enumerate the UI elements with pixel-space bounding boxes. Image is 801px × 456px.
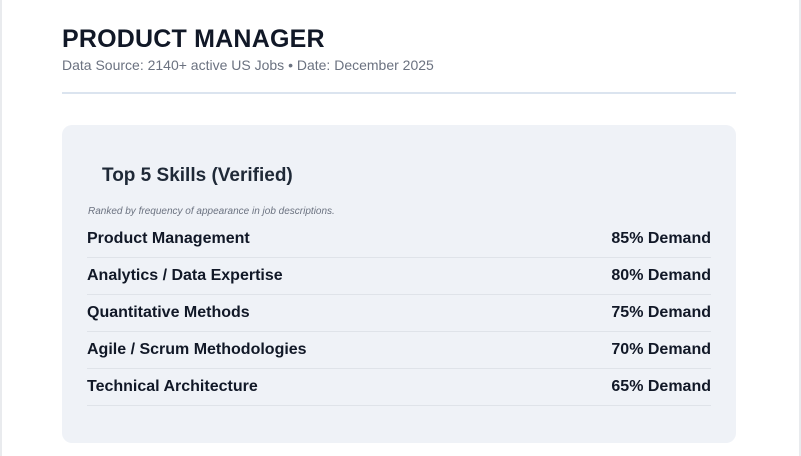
skills-card: Top 5 Skills (Verified) Ranked by freque… bbox=[62, 125, 736, 443]
skill-row: Technical Architecture 65% Demand bbox=[87, 369, 711, 406]
skill-name: Product Management bbox=[87, 230, 250, 247]
skills-list: Product Management 85% Demand Analytics … bbox=[87, 221, 711, 406]
header-divider bbox=[62, 92, 736, 94]
skill-row: Agile / Scrum Methodologies 70% Demand bbox=[87, 332, 711, 369]
skill-name: Agile / Scrum Methodologies bbox=[87, 341, 307, 358]
skill-row: Quantitative Methods 75% Demand bbox=[87, 295, 711, 332]
page-title: PRODUCT MANAGER bbox=[62, 25, 325, 53]
skill-row: Product Management 85% Demand bbox=[87, 221, 711, 258]
skill-demand: 70% Demand bbox=[611, 341, 711, 358]
skill-name: Technical Architecture bbox=[87, 378, 258, 395]
skills-card-note: Ranked by frequency of appearance in job… bbox=[88, 206, 335, 217]
report-header: PRODUCT MANAGER Data Source: 2140+ activ… bbox=[62, 24, 736, 74]
skill-demand: 85% Demand bbox=[611, 230, 711, 247]
skill-demand: 75% Demand bbox=[611, 304, 711, 321]
skill-row: Analytics / Data Expertise 80% Demand bbox=[87, 258, 711, 295]
skill-name: Analytics / Data Expertise bbox=[87, 267, 283, 284]
page-subtitle: Data Source: 2140+ active US Jobs • Date… bbox=[62, 57, 434, 73]
skill-name: Quantitative Methods bbox=[87, 304, 250, 321]
skill-demand: 80% Demand bbox=[611, 267, 711, 284]
skills-card-title: Top 5 Skills (Verified) bbox=[102, 165, 293, 186]
skill-demand: 65% Demand bbox=[611, 378, 711, 395]
